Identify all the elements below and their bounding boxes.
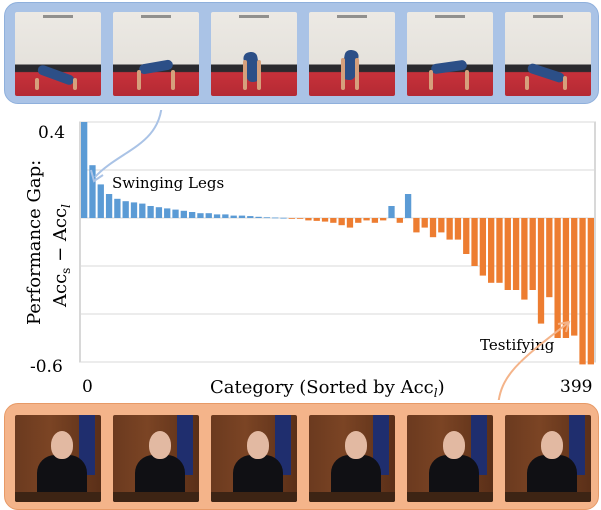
annotation-testifying: Testifying (480, 336, 555, 354)
gymnastics-frame (15, 12, 101, 96)
bar (147, 206, 154, 218)
bar (363, 218, 370, 221)
bar (164, 208, 171, 218)
bar (355, 218, 362, 223)
bar (81, 122, 88, 218)
bar (330, 218, 337, 223)
bar (562, 218, 570, 338)
bar (504, 218, 511, 290)
bar (471, 218, 478, 266)
bar (247, 216, 254, 218)
bar (529, 218, 536, 290)
bar (255, 216, 262, 218)
x-tick-start: 0 (82, 377, 93, 397)
x-axis-label: Category (Sorted by Accl) (210, 377, 445, 400)
bar (554, 218, 561, 338)
y-tick-bottom: -0.6 (30, 357, 63, 377)
bar (496, 218, 503, 283)
annotation-swinging-legs: Swinging Legs (112, 174, 224, 192)
bar (338, 218, 345, 226)
bar (97, 184, 104, 218)
bar (571, 218, 578, 336)
y-axis-label-line1: Performance Gap: (24, 160, 45, 325)
bar (537, 218, 545, 324)
x-tick-end: 399 (560, 377, 592, 397)
bar (105, 194, 113, 218)
bar (521, 218, 528, 300)
bar (388, 206, 395, 218)
gymnastics-frame (505, 12, 591, 96)
bar (421, 218, 428, 228)
bar (321, 218, 329, 222)
bar (296, 218, 304, 219)
bar (512, 218, 520, 290)
bar (371, 218, 379, 223)
gymnastics-frame (309, 12, 395, 96)
bar (380, 218, 387, 221)
bar (155, 207, 163, 218)
bar (205, 213, 212, 218)
callout-arrow-head-bottom (557, 320, 571, 333)
bar (197, 213, 204, 218)
bar (263, 217, 271, 219)
performance-gap-chart: 0.4 -0.6 0 399 Performance Gap: Accs − A… (24, 110, 596, 400)
callout-arrow-bottom (497, 322, 569, 400)
bar (238, 215, 246, 218)
top-frame-strip (4, 2, 599, 104)
callout-arrow-head-top (90, 169, 104, 183)
courtroom-frame (211, 415, 297, 502)
bar (413, 218, 420, 233)
courtroom-frame (505, 415, 591, 502)
bar (546, 218, 553, 298)
bar (463, 218, 470, 254)
bar (587, 218, 594, 365)
bar (288, 218, 295, 219)
bar (438, 218, 445, 233)
courtroom-frame (407, 415, 493, 502)
bar (479, 218, 487, 276)
bar (579, 218, 586, 365)
bar (213, 214, 221, 218)
bar (222, 214, 229, 218)
bar (188, 212, 196, 218)
gymnastics-frame (113, 12, 199, 96)
courtroom-frame (309, 415, 395, 502)
bar (122, 201, 129, 218)
bar (89, 165, 96, 218)
gymnastics-frame (407, 12, 493, 96)
bar (346, 218, 354, 228)
bar (272, 217, 279, 219)
bottom-frame-strip (4, 403, 599, 510)
bar (130, 202, 138, 218)
bar (404, 194, 412, 218)
bar (429, 218, 437, 238)
bar (396, 218, 403, 223)
bar (139, 203, 146, 218)
bar (180, 210, 187, 218)
bar (114, 198, 121, 218)
y-tick-top: 0.4 (38, 123, 65, 143)
bar (305, 218, 312, 221)
courtroom-frame (15, 415, 101, 502)
bar (446, 218, 453, 240)
bar (313, 218, 320, 221)
bar (454, 218, 462, 240)
gymnastics-frame (211, 12, 297, 96)
y-axis-label-line2: Accs − Accl (50, 204, 73, 308)
bar (280, 217, 287, 219)
callout-arrow-top (94, 110, 163, 178)
courtroom-frame (113, 415, 199, 502)
bar (488, 218, 495, 283)
bar (230, 215, 237, 218)
bar (172, 209, 179, 218)
